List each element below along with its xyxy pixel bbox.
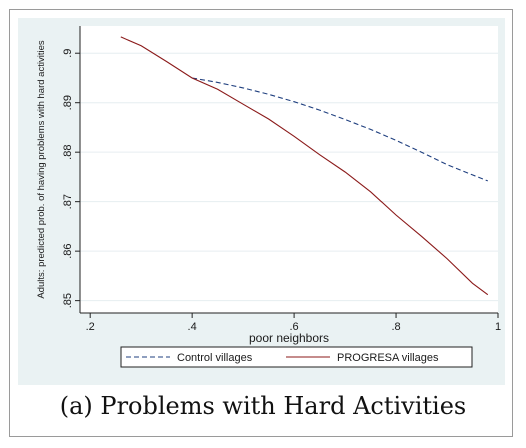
series-lines — [120, 36, 489, 296]
axes: .85 .86 .87 .88 .89 .9 .2 .4 .6 .8 1 — [62, 26, 501, 333]
progresa-villages-line — [120, 36, 489, 296]
y-tick-label: .9 — [62, 49, 74, 58]
x-tick-label: 1 — [495, 321, 501, 333]
figure-caption: (a) Problems with Hard Activities — [59, 392, 467, 420]
y-tick-label: .85 — [62, 293, 74, 308]
y-axis-label: Adults: predicted prob. of having proble… — [36, 40, 47, 298]
legend: Control villages PROGRESA villages — [120, 346, 473, 368]
x-tick-label: .2 — [86, 321, 95, 333]
y-tick-label: .87 — [62, 194, 74, 209]
x-tick-label: .8 — [391, 321, 400, 333]
control-villages-line — [192, 77, 489, 182]
x-tick-label: .6 — [290, 321, 299, 333]
legend-entry-progresa: PROGRESA villages — [286, 352, 439, 364]
legend-label: PROGRESA villages — [337, 352, 439, 364]
y-tick-label: .88 — [62, 145, 74, 160]
legend-entry-control: Control villages — [126, 352, 253, 364]
gridlines — [80, 52, 498, 302]
line-chart: .85 .86 .87 .88 .89 .9 .2 .4 .6 .8 1 poor neighbor… — [18, 18, 505, 385]
x-tick-label: .4 — [188, 321, 197, 333]
plot-area — [80, 26, 498, 313]
y-tick-label: .86 — [62, 243, 74, 258]
legend-label: Control villages — [177, 352, 253, 364]
x-axis-label: poor neighbors — [249, 331, 329, 345]
y-tick-label: .89 — [62, 95, 74, 110]
